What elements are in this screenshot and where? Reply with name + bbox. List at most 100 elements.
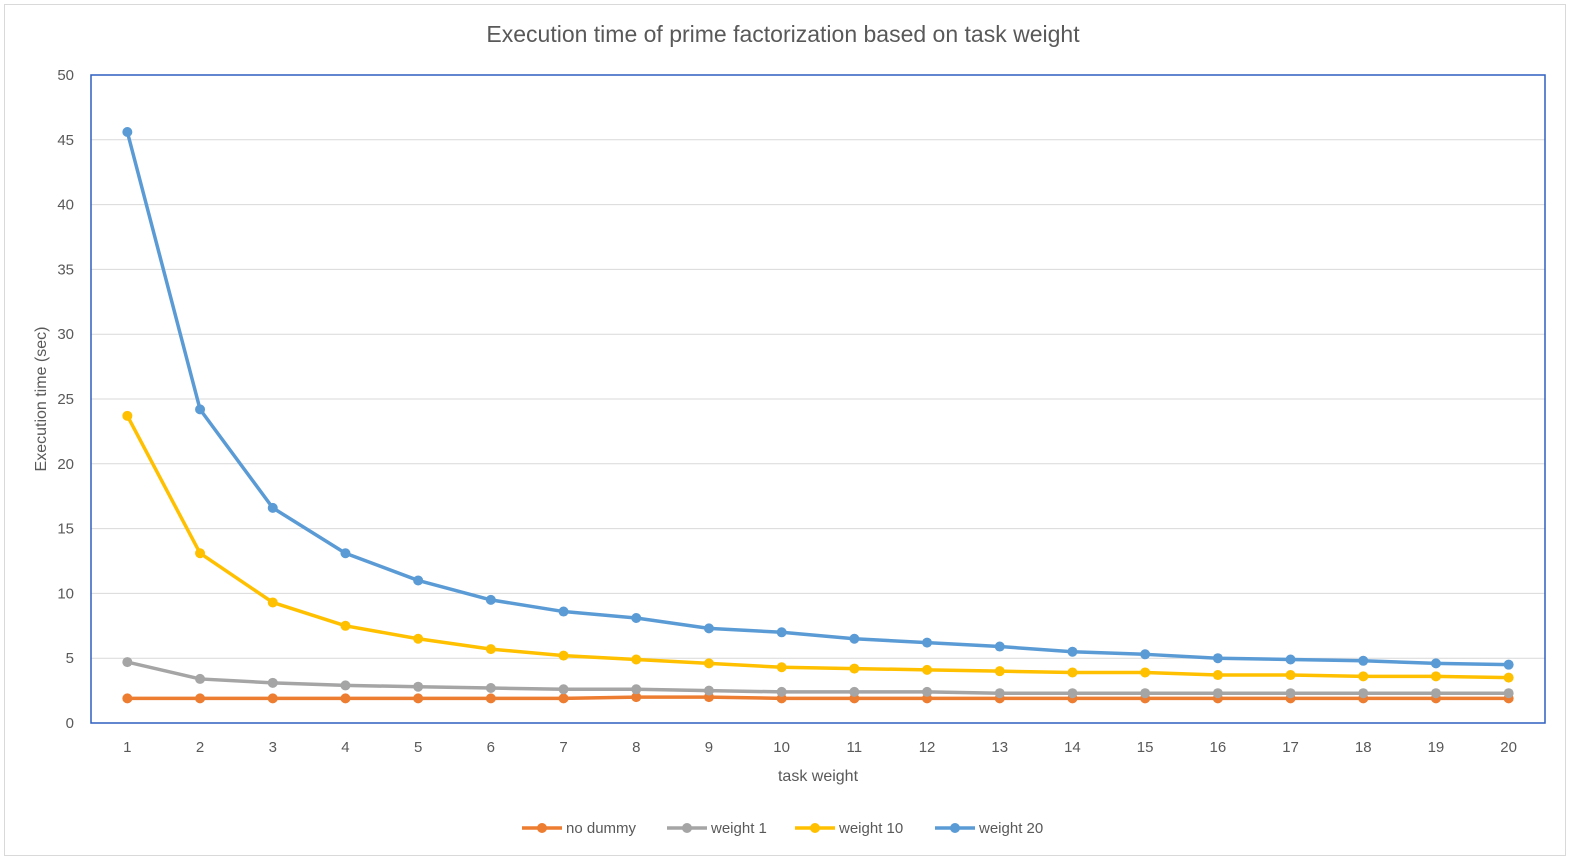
data-point (195, 673, 206, 684)
legend-label: no dummy (566, 820, 637, 837)
data-point (340, 693, 351, 704)
data-point (267, 502, 278, 513)
series-line (125, 660, 1511, 695)
data-point (1067, 667, 1078, 678)
data-point (1358, 671, 1369, 682)
data-point (413, 693, 424, 704)
x-tick-label: 15 (1137, 739, 1154, 756)
y-tick-label: 15 (57, 521, 74, 538)
legend-swatch-marker (810, 823, 820, 833)
x-tick-label: 11 (847, 739, 863, 756)
data-point (558, 693, 569, 704)
y-axis-ticks: 0 5 10 15 20 25 30 35 40 45 50 (57, 67, 74, 732)
data-point (1212, 688, 1223, 699)
data-point (994, 641, 1005, 652)
x-tick-label: 8 (632, 739, 640, 756)
data-point (485, 644, 496, 655)
data-point (122, 657, 133, 668)
x-axis-ticks: 1 2 3 4 5 6 7 8 9 10 11 12 13 14 15 16 17 18 19 20 (123, 739, 1517, 756)
plot-area-border (90, 74, 1546, 724)
data-point (1285, 688, 1296, 699)
data-point (122, 693, 133, 704)
data-point (558, 606, 569, 617)
data-point (849, 663, 860, 674)
x-tick-label: 18 (1355, 739, 1372, 756)
data-point (195, 404, 206, 415)
x-tick-label: 2 (196, 739, 204, 756)
x-tick-label: 14 (1064, 739, 1081, 756)
y-axis-title: Execution time (sec) (33, 327, 50, 472)
data-point (267, 597, 278, 608)
y-tick-label: 5 (66, 650, 74, 667)
chart-title: Execution time of prime factorization ba… (486, 21, 1080, 47)
data-point (485, 683, 496, 694)
data-point (413, 681, 424, 692)
legend-item: weight 10 (795, 820, 903, 837)
y-tick-label: 40 (57, 197, 74, 214)
legend-swatch-marker (537, 823, 547, 833)
legend-item: weight 20 (935, 820, 1043, 837)
x-tick-label: 1 (123, 739, 131, 756)
x-tick-label: 19 (1428, 739, 1445, 756)
data-point (340, 620, 351, 631)
legend-label: weight 10 (838, 820, 903, 837)
data-point (1285, 670, 1296, 681)
data-point (413, 633, 424, 644)
series-weight-1 (122, 657, 1514, 699)
data-point (1358, 688, 1369, 699)
data-point (1285, 654, 1296, 665)
y-tick-label: 20 (57, 456, 74, 473)
data-point (631, 684, 642, 695)
y-tick-label: 30 (57, 326, 74, 343)
legend: no dummy weight 1 weight 10 weight 20 (522, 820, 1043, 837)
y-tick-label: 50 (57, 67, 74, 84)
data-point (1503, 688, 1514, 699)
data-point (1067, 688, 1078, 699)
data-point (1140, 649, 1151, 660)
data-point (922, 664, 933, 675)
y-tick-label: 35 (57, 261, 74, 278)
y-tick-label: 25 (57, 391, 74, 408)
data-point (994, 688, 1005, 699)
data-point (122, 127, 133, 138)
data-point (1430, 658, 1441, 669)
data-point (631, 613, 642, 624)
data-point (485, 693, 496, 704)
data-point (195, 693, 206, 704)
data-point (267, 693, 278, 704)
data-point (849, 686, 860, 697)
y-tick-label: 10 (57, 585, 74, 602)
x-tick-label: 4 (341, 739, 349, 756)
data-point (922, 637, 933, 648)
data-point (703, 685, 714, 696)
data-point (1212, 653, 1223, 664)
series-line (125, 130, 1511, 667)
data-point (340, 548, 351, 559)
series-line (125, 414, 1511, 680)
legend-label: weight 20 (978, 820, 1043, 837)
data-point (703, 658, 714, 669)
x-tick-label: 12 (919, 739, 936, 756)
data-point (122, 410, 133, 421)
data-point (1503, 659, 1514, 670)
gridlines (91, 139, 1545, 659)
x-axis-title: task weight (778, 768, 859, 785)
data-point (631, 654, 642, 665)
data-point (1430, 688, 1441, 699)
x-tick-label: 3 (269, 739, 277, 756)
data-point (631, 692, 642, 703)
x-tick-label: 9 (705, 739, 713, 756)
data-point (1503, 672, 1514, 683)
data-point (1358, 655, 1369, 666)
data-point (1140, 688, 1151, 699)
data-point (558, 684, 569, 695)
chart-area (4, 4, 1566, 856)
data-point (340, 680, 351, 691)
data-point (1140, 667, 1151, 678)
legend-swatch-marker (950, 823, 960, 833)
legend-label: weight 1 (710, 820, 767, 837)
series-layer (122, 127, 1514, 704)
x-tick-label: 6 (487, 739, 495, 756)
data-point (776, 627, 787, 638)
